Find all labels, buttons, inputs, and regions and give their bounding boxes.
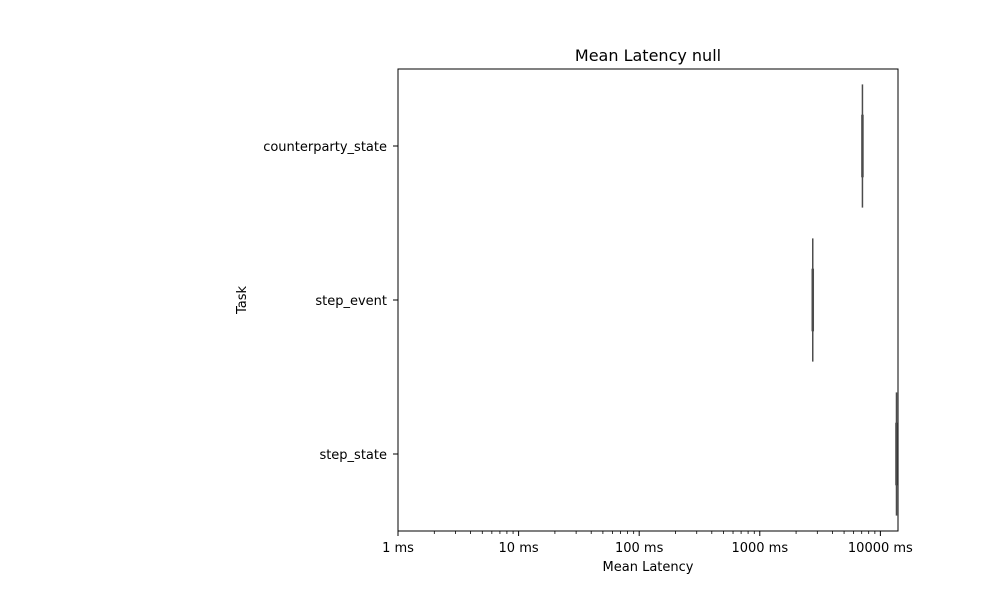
x-tick-label: 100 ms — [615, 541, 664, 556]
y-tick-label: counterparty_state — [263, 140, 387, 155]
x-tick-label: 1 ms — [382, 541, 414, 556]
x-axis-label: Mean Latency — [603, 560, 694, 575]
y-tick-label: step_state — [319, 448, 387, 463]
y-axis-ticks: counterparty_state step_event step_state — [263, 140, 398, 463]
plot-area — [397, 68, 899, 532]
chart-title: Mean Latency null — [575, 46, 721, 65]
y-axis-label: Task — [235, 286, 250, 316]
box-marks — [811, 84, 898, 516]
x-tick-label: 10000 ms — [848, 541, 913, 556]
x-tick-label: 1000 ms — [731, 541, 788, 556]
x-tick-label: 10 ms — [499, 541, 539, 556]
y-tick-label: step_event — [315, 294, 387, 309]
x-axis-ticks: 1 ms 10 ms 100 ms 1000 ms 10000 ms — [382, 531, 913, 556]
